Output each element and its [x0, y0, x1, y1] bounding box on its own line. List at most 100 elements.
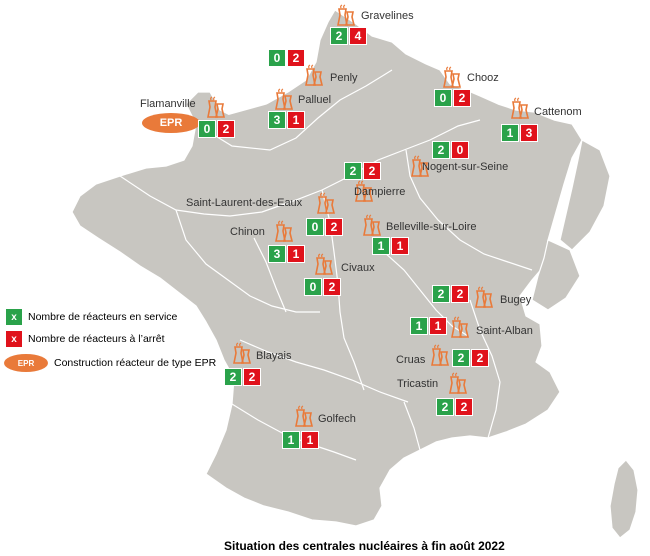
reactor-counts: 0 2: [434, 89, 471, 107]
plant-name: Chinon: [230, 226, 265, 238]
plant-name: Golfech: [318, 413, 356, 425]
legend-green-swatch: x: [6, 309, 22, 325]
in-service-count: 0: [306, 218, 324, 236]
reactor-counts: 1 1: [410, 317, 447, 335]
stopped-count: 2: [217, 120, 235, 138]
legend-label: Nombre de réacteurs à l’arrêt: [28, 333, 165, 345]
corsica: [609, 459, 639, 539]
reactor-counts: 3 1: [268, 245, 305, 263]
in-service-count: 3: [268, 111, 286, 129]
stopped-count: 0: [451, 141, 469, 159]
reactor-counts: 0 2: [304, 278, 341, 296]
mainland-france: [71, 9, 583, 527]
reactor-counts: 0 2: [306, 218, 343, 236]
reactor-icon: [446, 372, 468, 394]
stopped-count: 2: [451, 285, 469, 303]
epr-badge: EPR: [142, 113, 200, 133]
plant-name: Palluel: [298, 94, 332, 106]
reactor-counts: 2 0: [432, 141, 469, 159]
reactor-icon: [230, 342, 252, 364]
in-service-count: 3: [268, 245, 286, 263]
reactor-icon: [272, 88, 294, 110]
reactor-icon: [508, 97, 530, 119]
reactor-counts: 2 2: [452, 349, 489, 367]
stopped-count: 1: [301, 431, 319, 449]
stopped-count: 2: [363, 162, 381, 180]
stopped-count: 1: [287, 111, 305, 129]
plant-name: Chooz: [467, 72, 499, 84]
plant-name: Saint-Alban: [476, 325, 533, 337]
plant-name: Belleville-sur-Loire: [386, 221, 477, 233]
stopped-count: 4: [349, 27, 367, 45]
legend-in-service: x Nombre de réacteurs en service: [6, 309, 177, 325]
reactor-icon: [440, 66, 462, 88]
in-service-count: 0: [268, 49, 286, 67]
reactor-counts: 2 2: [224, 368, 261, 386]
stopped-count: 2: [243, 368, 261, 386]
reactor-icon: [272, 220, 294, 242]
stopped-count: 2: [287, 49, 305, 67]
legend-label: Nombre de réacteurs en service: [28, 311, 178, 323]
neighbour-land: [559, 139, 611, 251]
plant-name: Blayais: [256, 350, 292, 362]
plant-name: Civaux: [341, 262, 375, 274]
reactor-counts: 1 1: [372, 237, 409, 255]
stopped-count: 2: [325, 218, 343, 236]
plant-name: Dampierre: [354, 186, 406, 198]
reactor-icon: [448, 316, 470, 338]
neighbour-land: [531, 239, 581, 311]
in-service-count: 2: [436, 398, 454, 416]
reactor-icon: [302, 64, 324, 86]
reactor-icon: [314, 192, 336, 214]
reactor-icon: [334, 4, 356, 26]
stopped-count: 2: [453, 89, 471, 107]
reactor-counts: 2 4: [330, 27, 367, 45]
reactor-counts: 2 2: [436, 398, 473, 416]
reactor-counts: 2 2: [344, 162, 381, 180]
in-service-count: 2: [432, 141, 450, 159]
stopped-count: 2: [323, 278, 341, 296]
plant-name: Nogent-sur-Seine: [422, 161, 509, 173]
legend-red-swatch: x: [6, 331, 22, 347]
stopped-count: 1: [287, 245, 305, 263]
region-borders: [119, 69, 533, 461]
plant-name: Cruas: [396, 354, 426, 366]
stopped-count: 2: [471, 349, 489, 367]
reactor-counts: 1 3: [501, 124, 538, 142]
in-service-count: 2: [344, 162, 362, 180]
legend-stopped: x Nombre de réacteurs à l’arrêt: [6, 331, 165, 347]
plant-name: Tricastin: [397, 378, 439, 390]
in-service-count: 2: [452, 349, 470, 367]
reactor-icon: [360, 214, 382, 236]
in-service-count: 1: [410, 317, 428, 335]
reactor-icon: [204, 96, 226, 118]
stopped-count: 2: [455, 398, 473, 416]
reactor-counts: 2 2: [432, 285, 469, 303]
in-service-count: 1: [282, 431, 300, 449]
plant-name: Flamanville: [140, 98, 196, 110]
reactor-counts: 1 1: [282, 431, 319, 449]
in-service-count: 2: [432, 285, 450, 303]
in-service-count: 0: [434, 89, 452, 107]
in-service-count: 1: [372, 237, 390, 255]
reactor-icon: [428, 344, 450, 366]
plant-name: Penly: [330, 72, 358, 84]
in-service-count: 2: [224, 368, 242, 386]
in-service-count: 0: [304, 278, 322, 296]
map-caption: Situation des centrales nucléaires à fin…: [224, 539, 505, 553]
plant-name: Bugey: [500, 294, 532, 306]
in-service-count: 0: [198, 120, 216, 138]
legend-label: Construction réacteur de type EPR: [54, 357, 217, 369]
reactor-counts: 0 2: [268, 49, 305, 67]
reactor-icon: [292, 405, 314, 427]
legend-epr: EPR Construction réacteur de type EPR: [4, 354, 216, 372]
reactor-icon: [312, 253, 334, 275]
plant-name: Gravelines: [361, 10, 414, 22]
plant-name: Cattenom: [534, 106, 582, 118]
reactor-icon: [352, 180, 374, 202]
stopped-count: 1: [429, 317, 447, 335]
reactor-counts: 0 2: [198, 120, 235, 138]
reactor-icon: [472, 286, 494, 308]
reactor-counts: 3 1: [268, 111, 305, 129]
